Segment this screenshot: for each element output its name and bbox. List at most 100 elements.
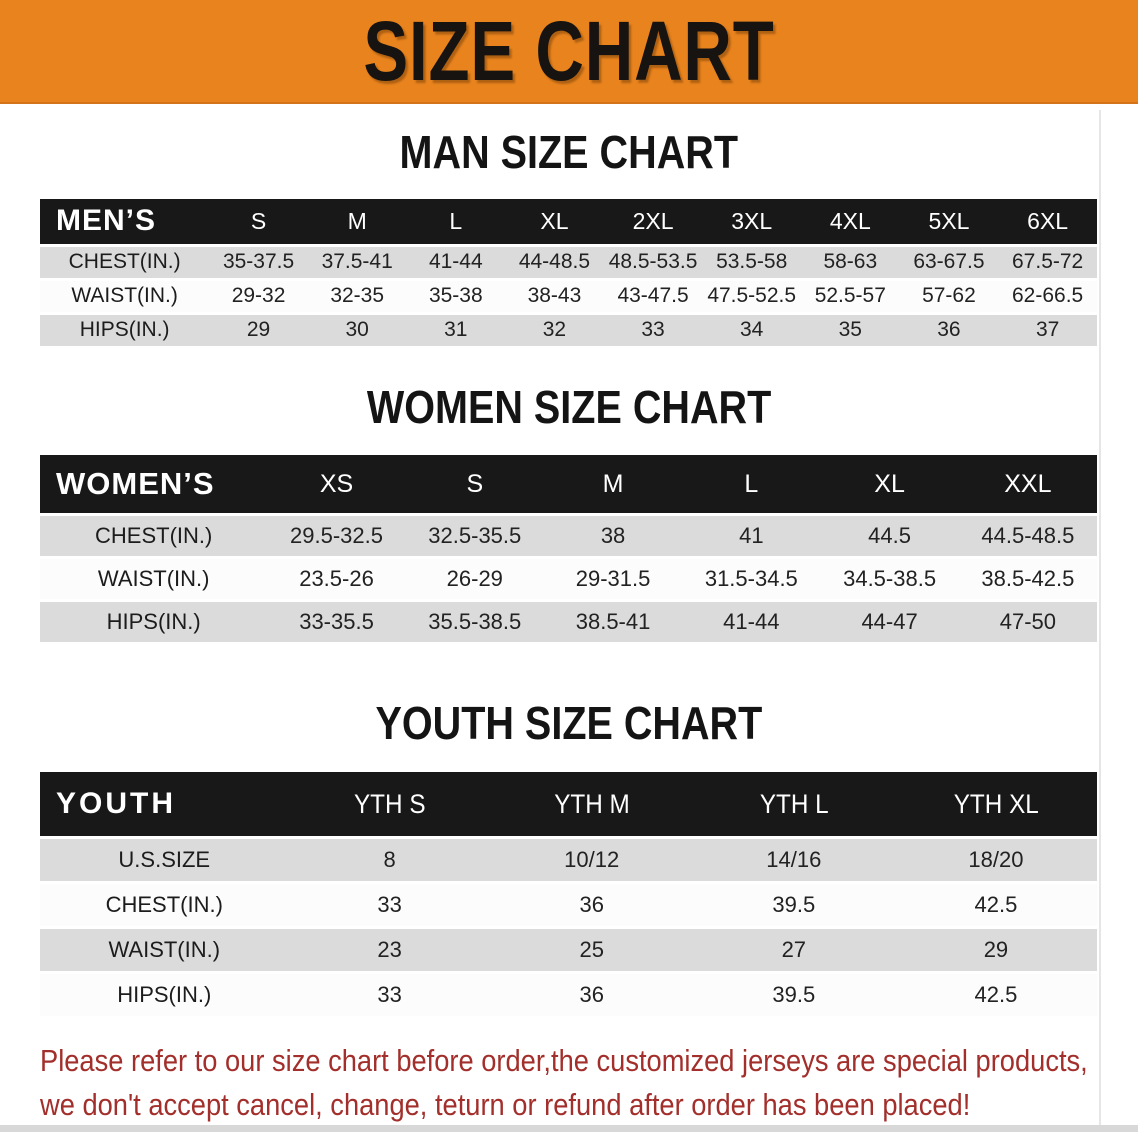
- size-value: 41-44: [682, 602, 821, 643]
- size-value: 36: [490, 884, 693, 927]
- size-value: 25: [490, 929, 693, 972]
- size-value: 39.5: [692, 884, 895, 927]
- header-row: WOMEN’S XS S M L XL XXL: [40, 455, 1097, 514]
- page-title: SIZE CHART: [363, 4, 775, 98]
- table-row: HIPS(IN.) 33 36 39.5 42.5: [40, 974, 1097, 1017]
- size-value: 35.5-38.5: [405, 602, 544, 643]
- bottom-divider: [0, 1125, 1138, 1132]
- youth-table-head: YOUTH YTH S YTH M YTH L YTH XL: [40, 772, 1097, 837]
- women-section: WOMEN SIZE CHART WOMEN’S XS S M L XL XXL CHEST(I…: [0, 380, 1138, 646]
- size-value: 33: [288, 974, 491, 1017]
- size-value: 32: [505, 314, 604, 346]
- youth-heading: YOUTH SIZE CHART: [0, 699, 1138, 749]
- column-header-text: 6XL: [1027, 207, 1069, 234]
- size-value: 23: [288, 929, 491, 972]
- size-value: 58-63: [801, 246, 900, 278]
- table-row: U.S.SIZE 8 10/12 14/16 18/20: [40, 839, 1097, 882]
- size-value: 10/12: [490, 839, 693, 882]
- column-header: S: [405, 455, 544, 514]
- table-row: HIPS(IN.) 33-35.5 35.5-38.5 38.5-41 41-44 44-…: [40, 602, 1097, 643]
- size-value: 37.5-41: [307, 246, 407, 278]
- men-table-head: MEN’S S M L XL 2XL 3XL 4XL 5XL 6XL: [40, 198, 1097, 244]
- column-header: XL: [820, 455, 959, 514]
- row-label: HIPS(IN.): [40, 974, 289, 1017]
- men-section: MAN SIZE CHART MEN’S S M L XL 2XL 3XL 4XL 5XL 6XL C…: [0, 126, 1138, 349]
- size-value: 32.5-35.5: [405, 516, 544, 557]
- size-value: 47-50: [958, 602, 1097, 643]
- women-heading: WOMEN SIZE CHART: [0, 380, 1138, 433]
- column-header: 2XL: [603, 198, 703, 244]
- table-corner-text: WOMEN’S: [56, 466, 215, 502]
- size-value: 34.5-38.5: [820, 559, 959, 600]
- column-header-text: YTH S: [353, 788, 426, 819]
- column-header-text: XS: [319, 469, 354, 498]
- row-label: CHEST(IN.): [40, 516, 268, 557]
- table-corner-label: MEN’S: [40, 198, 210, 244]
- column-header-text: 4XL: [829, 207, 871, 234]
- column-header: L: [682, 455, 821, 514]
- size-value: 35-38: [406, 280, 506, 312]
- table-corner-text: YOUTH: [56, 787, 176, 821]
- size-value: 27: [692, 929, 895, 972]
- women-heading-text: WOMEN SIZE CHART: [366, 380, 772, 433]
- size-value: 57-62: [899, 280, 999, 312]
- row-label: WAIST(IN.): [40, 559, 268, 600]
- size-value: 29: [894, 929, 1097, 972]
- size-value: 29-32: [209, 280, 308, 312]
- table-row: WAIST(IN.) 29-32 32-35 35-38 38-43 43-47.5 47.…: [40, 280, 1097, 312]
- size-value: 36: [899, 314, 999, 346]
- column-header-text: M: [602, 469, 624, 498]
- column-header-text: L: [744, 469, 759, 498]
- row-label: HIPS(IN.): [40, 314, 210, 346]
- row-label: WAIST(IN.): [40, 280, 210, 312]
- size-value: 37: [998, 314, 1097, 346]
- size-value: 41: [682, 516, 821, 557]
- size-chart-sections: MAN SIZE CHART MEN’S S M L XL 2XL 3XL 4XL 5XL 6XL C…: [0, 126, 1138, 1019]
- page-edge-line: [1099, 110, 1101, 1132]
- men-size-table: MEN’S S M L XL 2XL 3XL 4XL 5XL 6XL CHEST(IN.) 35-37…: [40, 196, 1097, 349]
- youth-table-body: U.S.SIZE 8 10/12 14/16 18/20 CHEST(IN.) 33 36 39…: [40, 839, 1097, 1017]
- size-value: 29-31.5: [543, 559, 683, 600]
- column-header: YTH L: [692, 772, 895, 837]
- youth-size-table: YOUTH YTH S YTH M YTH L YTH XL U.S.SIZE 8 10/12…: [40, 769, 1097, 1019]
- size-value: 48.5-53.5: [603, 246, 703, 278]
- size-value: 44.5: [820, 516, 959, 557]
- column-header: M: [543, 455, 683, 514]
- size-value: 33-35.5: [267, 602, 406, 643]
- column-header-text: 3XL: [731, 207, 773, 234]
- women-table-head: WOMEN’S XS S M L XL XXL: [40, 455, 1097, 514]
- size-value: 39.5: [692, 974, 895, 1017]
- column-header-text: S: [250, 207, 267, 234]
- size-value: 33: [603, 314, 703, 346]
- men-heading-text: MAN SIZE CHART: [399, 126, 739, 178]
- size-value: 52.5-57: [801, 280, 900, 312]
- column-header-text: XXL: [1004, 469, 1052, 498]
- youth-heading-text: YOUTH SIZE CHART: [375, 697, 763, 750]
- size-value: 38: [543, 516, 683, 557]
- column-header: YTH S: [288, 772, 491, 837]
- size-value: 42.5: [894, 884, 1097, 927]
- row-label: HIPS(IN.): [40, 602, 268, 643]
- row-label: U.S.SIZE: [40, 839, 289, 882]
- size-value: 31.5-34.5: [682, 559, 821, 600]
- column-header: YTH XL: [894, 772, 1097, 837]
- column-header: XL: [505, 198, 604, 244]
- header-row: YOUTH YTH S YTH M YTH L YTH XL: [40, 772, 1097, 837]
- banner: SIZE CHART: [0, 0, 1138, 104]
- size-value: 34: [702, 314, 801, 346]
- column-header: L: [406, 198, 506, 244]
- table-corner-label: YOUTH: [40, 772, 289, 837]
- size-value: 43-47.5: [603, 280, 703, 312]
- size-value: 42.5: [894, 974, 1097, 1017]
- row-label: CHEST(IN.): [40, 884, 289, 927]
- table-row: WAIST(IN.) 23.5-26 26-29 29-31.5 31.5-34.5 34…: [40, 559, 1097, 600]
- column-header: XS: [267, 455, 406, 514]
- size-value: 44.5-48.5: [958, 516, 1097, 557]
- size-value: 18/20: [894, 839, 1097, 882]
- column-header: S: [209, 198, 308, 244]
- column-header: 4XL: [801, 198, 900, 244]
- size-value: 35-37.5: [209, 246, 308, 278]
- disclaimer: Please refer to our size chart before or…: [40, 1039, 1138, 1127]
- table-row: CHEST(IN.) 35-37.5 37.5-41 41-44 44-48.5 48.5…: [40, 246, 1097, 278]
